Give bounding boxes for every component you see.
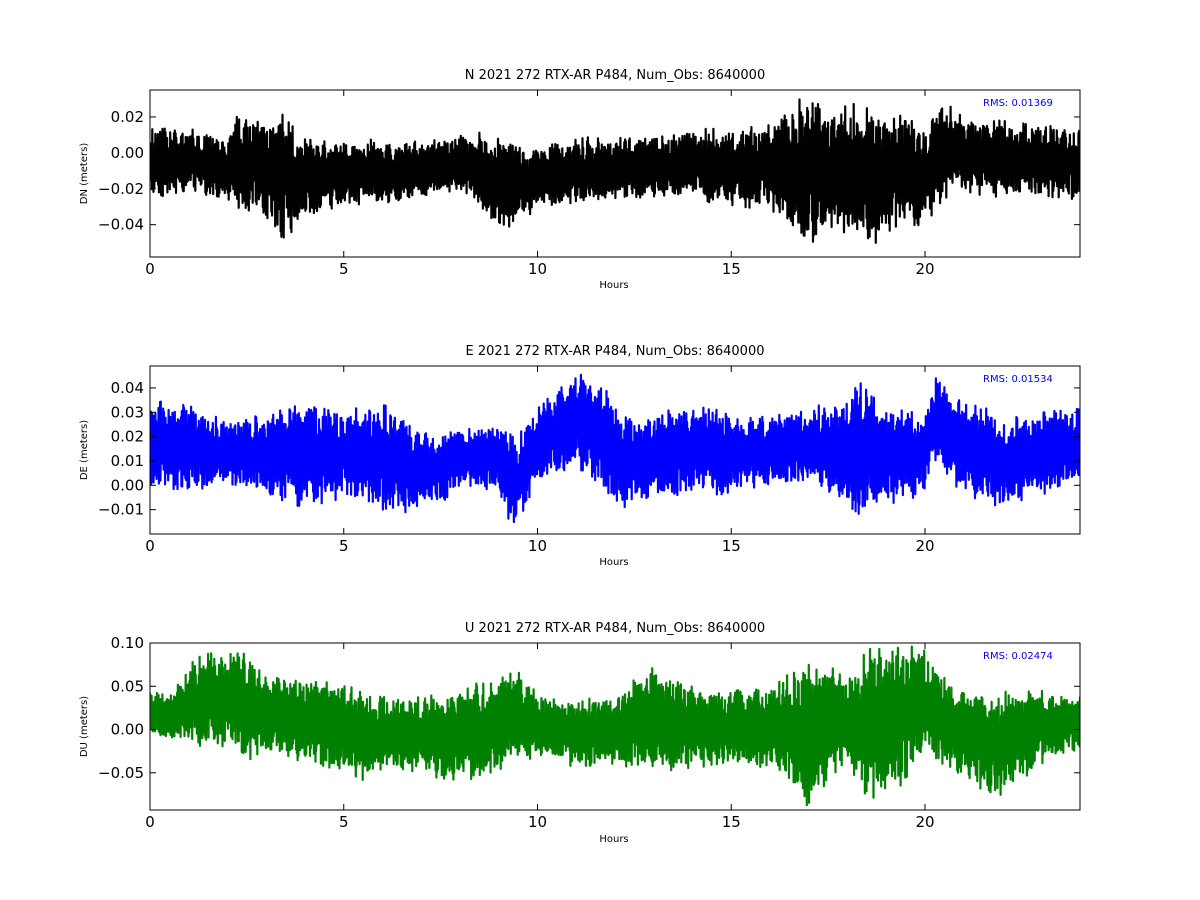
- axes-frame: [149, 642, 1081, 811]
- x-tick-label: 10: [528, 260, 547, 278]
- x-tick-label: 10: [528, 813, 547, 831]
- y-tick-label: 0.02: [111, 428, 144, 446]
- y-tick-label: 0.00: [111, 144, 144, 162]
- y-tick-label: 0.03: [111, 403, 144, 421]
- y-tick-label: −0.04: [98, 216, 144, 234]
- subplot-title: E 2021 272 RTX-AR P484, Num_Obs: 8640000: [466, 344, 765, 359]
- y-tick-label: −0.05: [98, 764, 144, 782]
- y-tick-label: −0.01: [98, 501, 144, 519]
- x-tick-label: 10: [528, 537, 547, 555]
- x-tick-label: 20: [915, 537, 934, 555]
- y-axis-label: DE (meters): [79, 420, 90, 480]
- subplot-title: U 2021 272 RTX-AR P484, Num_Obs: 8640000: [465, 621, 765, 636]
- series-line: [150, 373, 1080, 524]
- x-tick-label: 5: [339, 813, 349, 831]
- x-tick-label: 20: [915, 813, 934, 831]
- x-axis-label: Hours: [599, 557, 628, 568]
- y-tick-label: 0.10: [111, 634, 144, 652]
- rms-annotation: RMS: 0.02474: [983, 651, 1053, 662]
- x-tick-label: 0: [145, 260, 155, 278]
- x-tick-label: 5: [339, 537, 349, 555]
- y-tick-label: 0.00: [111, 476, 144, 494]
- x-tick-label: 15: [722, 537, 741, 555]
- x-tick-label: 20: [915, 260, 934, 278]
- x-tick-label: 15: [722, 260, 741, 278]
- axes-frame: [149, 365, 1081, 535]
- y-tick-label: 0.05: [111, 677, 144, 695]
- rms-annotation: RMS: 0.01534: [983, 374, 1053, 385]
- x-axis-label: Hours: [599, 834, 628, 845]
- x-tick-label: 15: [722, 813, 741, 831]
- series-line: [150, 645, 1080, 807]
- rms-annotation: RMS: 0.01369: [983, 98, 1053, 109]
- y-tick-label: 0.02: [111, 108, 144, 126]
- y-tick-label: 0.01: [111, 452, 144, 470]
- y-axis-label: DN (meters): [79, 143, 90, 205]
- y-tick-label: −0.02: [98, 180, 144, 198]
- subplot-e: E 2021 272 RTX-AR P484, Num_Obs: 8640000…: [79, 344, 1081, 568]
- x-tick-label: 0: [145, 537, 155, 555]
- y-tick-label: 0.00: [111, 721, 144, 739]
- axes-frame: [149, 89, 1081, 258]
- subplot-title: N 2021 272 RTX-AR P484, Num_Obs: 8640000: [465, 68, 765, 83]
- subplot-n: N 2021 272 RTX-AR P484, Num_Obs: 8640000…: [79, 68, 1081, 291]
- x-tick-label: 0: [145, 813, 155, 831]
- x-axis-label: Hours: [599, 280, 628, 291]
- y-tick-label: 0.04: [111, 379, 144, 397]
- x-tick-label: 5: [339, 260, 349, 278]
- series-line: [150, 98, 1080, 244]
- y-axis-label: DU (meters): [79, 696, 90, 757]
- subplot-u: U 2021 272 RTX-AR P484, Num_Obs: 8640000…: [79, 621, 1081, 845]
